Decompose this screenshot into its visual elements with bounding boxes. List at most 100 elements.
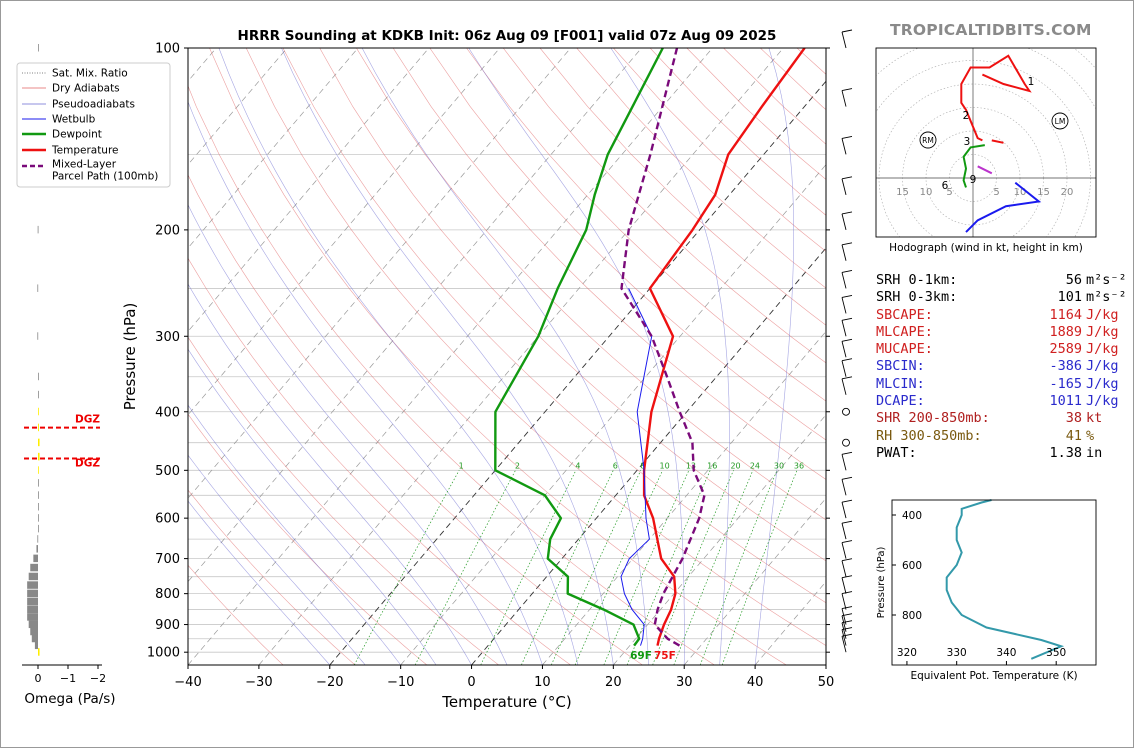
mixing-ratio-label: 13 [686, 461, 696, 470]
wind-barb-flag [841, 338, 853, 342]
omega-bar [38, 407, 39, 416]
dry-adiabat [429, 48, 826, 441]
omega-tick-label: 0 [35, 672, 42, 685]
mixing-ratio-line [699, 470, 778, 665]
dry-adiabat [392, 48, 826, 480]
theta-e-y-tick-label: 800 [902, 610, 922, 622]
stat-key: SHR 200-850mb: [876, 410, 990, 427]
wind-barb [841, 178, 847, 195]
x-tick-label: −20 [316, 675, 343, 690]
theta-e-profile [945, 499, 1065, 660]
omega-bar [33, 554, 38, 563]
stat-unit: J/kg [1086, 375, 1119, 392]
series-wetbulb [620, 288, 653, 646]
theta-e-x-tick-label: 320 [897, 647, 917, 659]
y-tick-label: 700 [155, 552, 180, 567]
wind-barb-flag [841, 29, 853, 33]
legend-entry: Pseudoadiabats [52, 99, 135, 111]
omega-bar [27, 605, 38, 614]
omega-bar [38, 452, 40, 461]
wind-barb-flag [841, 540, 853, 544]
stat-key: DCAPE: [876, 393, 925, 410]
stat-key: SBCIN: [876, 358, 925, 375]
stat-row: SRH 0-1km: 56 m²s⁻² [876, 272, 1127, 289]
dry-adiabat [282, 48, 826, 604]
stat-key: SBCAPE: [876, 306, 933, 323]
stat-row: RH 300-850mb: 41% [876, 428, 1127, 445]
stat-unit: in [1086, 444, 1103, 461]
stat-key: MLCAPE: [876, 323, 933, 340]
stat-value: 56 [1065, 272, 1082, 288]
stat-unit: kt [1086, 410, 1103, 427]
wind-barb [841, 523, 847, 540]
stat-row: SBCAPE: 1164 J/kg [876, 307, 1127, 324]
legend: Sat. Mix. Ratio Dry Adiabats Pseudoadiabat… [16, 62, 171, 188]
plot-area: 1 2 4 6 8 10 13 16 20 24 30 36 [188, 48, 826, 665]
wind-barb [841, 479, 847, 496]
theta-e-x-axis-label: Equivalent Pot. Temperature (K) [910, 670, 1077, 682]
dgz-label: DGZ [75, 414, 100, 426]
storm-motion-marker [919, 131, 937, 149]
stat-value: -165 [1049, 375, 1082, 392]
omega-bar [37, 332, 39, 340]
wind-barb [841, 622, 847, 639]
series-temperature [642, 48, 806, 646]
wind-barb-flag [841, 269, 853, 273]
pseudoadiabat [188, 348, 437, 665]
mixing-ratio-line [673, 470, 754, 665]
stats-table: SRH 0-1km: 56 m²s⁻² SRH 0-3km: 101 m²s⁻² SBCAP… [876, 272, 1127, 462]
wind-barb-flag [841, 88, 853, 91]
omega-tick-label: −1 [60, 672, 76, 685]
stat-key: SRH 0-1km: [876, 272, 958, 288]
wind-barb-flag [841, 520, 853, 524]
wind-barb-flag [841, 606, 853, 609]
omega-tick-label: −2 [90, 672, 106, 685]
wind-barb-flag [841, 358, 853, 362]
omega-bar [36, 545, 38, 553]
storm-motion-label: LM [1055, 117, 1066, 126]
mixing-ratio-label: 36 [794, 461, 804, 470]
x-tick-label: −40 [174, 675, 201, 690]
wind-barb [841, 560, 847, 577]
mixing-ratio-line [652, 470, 734, 665]
dry-adiabat [188, 174, 643, 665]
omega-bar [38, 502, 39, 511]
omega-bar [37, 225, 39, 234]
hodo-ring-label: 10 [1014, 187, 1027, 198]
stat-row: SRH 0-3km: 101 m²s⁻² [876, 289, 1127, 306]
isotherm-line [542, 330, 826, 665]
dry-adiabat [319, 48, 826, 562]
theta-e-x-tick-label: 340 [996, 647, 1016, 659]
stat-key: PWAT: [876, 444, 917, 461]
mixing-ratio-label: 8 [640, 461, 645, 470]
wind-barb-flag [841, 613, 853, 617]
wind-barb [841, 272, 847, 289]
dgz-label: DGZ [75, 458, 100, 470]
stat-key: SRH 0-3km: [876, 289, 958, 306]
y-tick-label: 800 [155, 587, 180, 602]
hodo-ring-label: 5 [946, 187, 952, 198]
wind-barb-flag [841, 499, 853, 503]
stat-row: SBCIN: -386 J/kg [876, 358, 1127, 375]
wind-barb-flag [841, 242, 853, 246]
isotherm-line [188, 48, 571, 499]
y-tick-label: 500 [155, 464, 180, 479]
stat-value: 2589 [1049, 341, 1082, 358]
mixing-ratio-label: 10 [660, 461, 670, 470]
isotherm-line [188, 48, 713, 665]
pseudoadiabat [188, 204, 508, 665]
dry-adiabat [209, 48, 787, 665]
omega-bar [28, 620, 38, 629]
pseudoadiabat [188, 100, 543, 665]
mixing-ratio-label: 20 [730, 461, 740, 470]
omega-bar [38, 372, 39, 381]
stat-row: SHR 200-850mb: 38 kt [876, 410, 1127, 427]
pseudoadiabat [188, 283, 472, 665]
wind-barb-flag [841, 620, 853, 624]
omega-bar [38, 466, 39, 474]
y-tick-label: 200 [155, 223, 180, 238]
x-axis-label: Temperature (°C) [441, 693, 571, 711]
wind-barb [841, 360, 847, 377]
stat-unit: J/kg [1086, 358, 1119, 375]
stat-unit: m²s⁻² [1086, 289, 1127, 306]
